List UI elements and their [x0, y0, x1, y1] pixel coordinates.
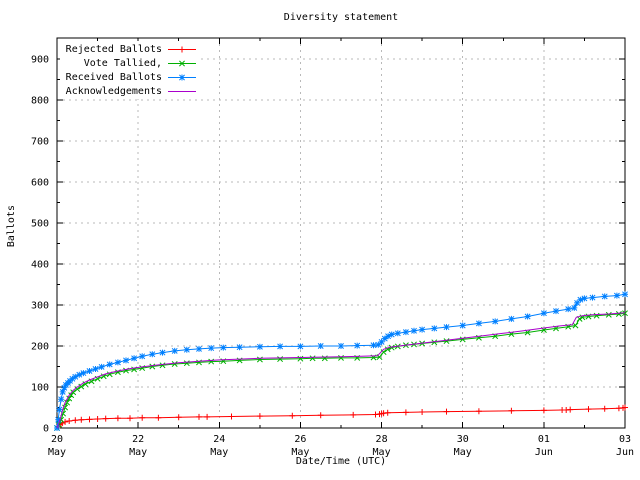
y-tick-label: 200 — [31, 342, 49, 353]
legend-label: Rejected Ballots — [65, 43, 162, 55]
series-line-2 — [56, 293, 626, 429]
x-tick-label-day: 20 — [51, 434, 63, 445]
x-tick-label-month: May — [373, 447, 391, 458]
x-tick-label-month: May — [291, 447, 309, 458]
legend-label: Vote Tallied, — [83, 57, 162, 69]
y-tick-label: 700 — [31, 137, 49, 148]
x-tick-label-month: May — [129, 447, 147, 458]
legend-entry-2: Received Ballots — [62, 70, 197, 84]
x-tick-label-day: 24 — [213, 434, 225, 445]
chart-title: Diversity statement — [283, 12, 399, 23]
x-tick-label-month: Jun — [535, 447, 553, 458]
x-tick-label-month: May — [210, 447, 228, 458]
x-tick-label-day: 01 — [538, 434, 550, 445]
legend-label: Received Ballots — [65, 71, 162, 83]
x-tick-label-month: Jun — [616, 447, 634, 458]
y-tick-label: 600 — [31, 178, 49, 189]
legend: Rejected Ballots Vote Tallied, Received Ba… — [60, 41, 199, 99]
x-tick-label-day: 03 — [619, 434, 631, 445]
x-axis-label: Date/Time (UTC) — [295, 456, 387, 467]
legend-sample-line — [168, 46, 196, 52]
x-tick-label-month: May — [454, 447, 472, 458]
y-tick-label: 500 — [31, 219, 49, 230]
y-tick-label: 800 — [31, 96, 49, 107]
series-line-3 — [56, 312, 626, 429]
y-tick-label: 0 — [43, 424, 49, 435]
y-tick-label: 300 — [31, 301, 49, 312]
legend-sample-line — [168, 74, 196, 80]
x-tick-label-day: 30 — [457, 434, 469, 445]
legend-sample-line — [168, 60, 196, 66]
y-tick-label: 900 — [31, 55, 49, 66]
legend-sample-line — [168, 90, 196, 92]
y-tick-label: 400 — [31, 260, 49, 271]
legend-entry-1: Vote Tallied, — [62, 56, 197, 70]
y-tick-label: 100 — [31, 383, 49, 394]
x-tick-label-day: 22 — [132, 434, 144, 445]
legend-label: Acknowledgements — [65, 85, 162, 97]
x-tick-label-day: 26 — [294, 434, 306, 445]
x-tick-label-day: 28 — [376, 434, 388, 445]
legend-entry-0: Rejected Ballots — [62, 42, 197, 56]
legend-entry-3: Acknowledgements — [62, 84, 197, 98]
x-tick-label-month: May — [48, 447, 66, 458]
